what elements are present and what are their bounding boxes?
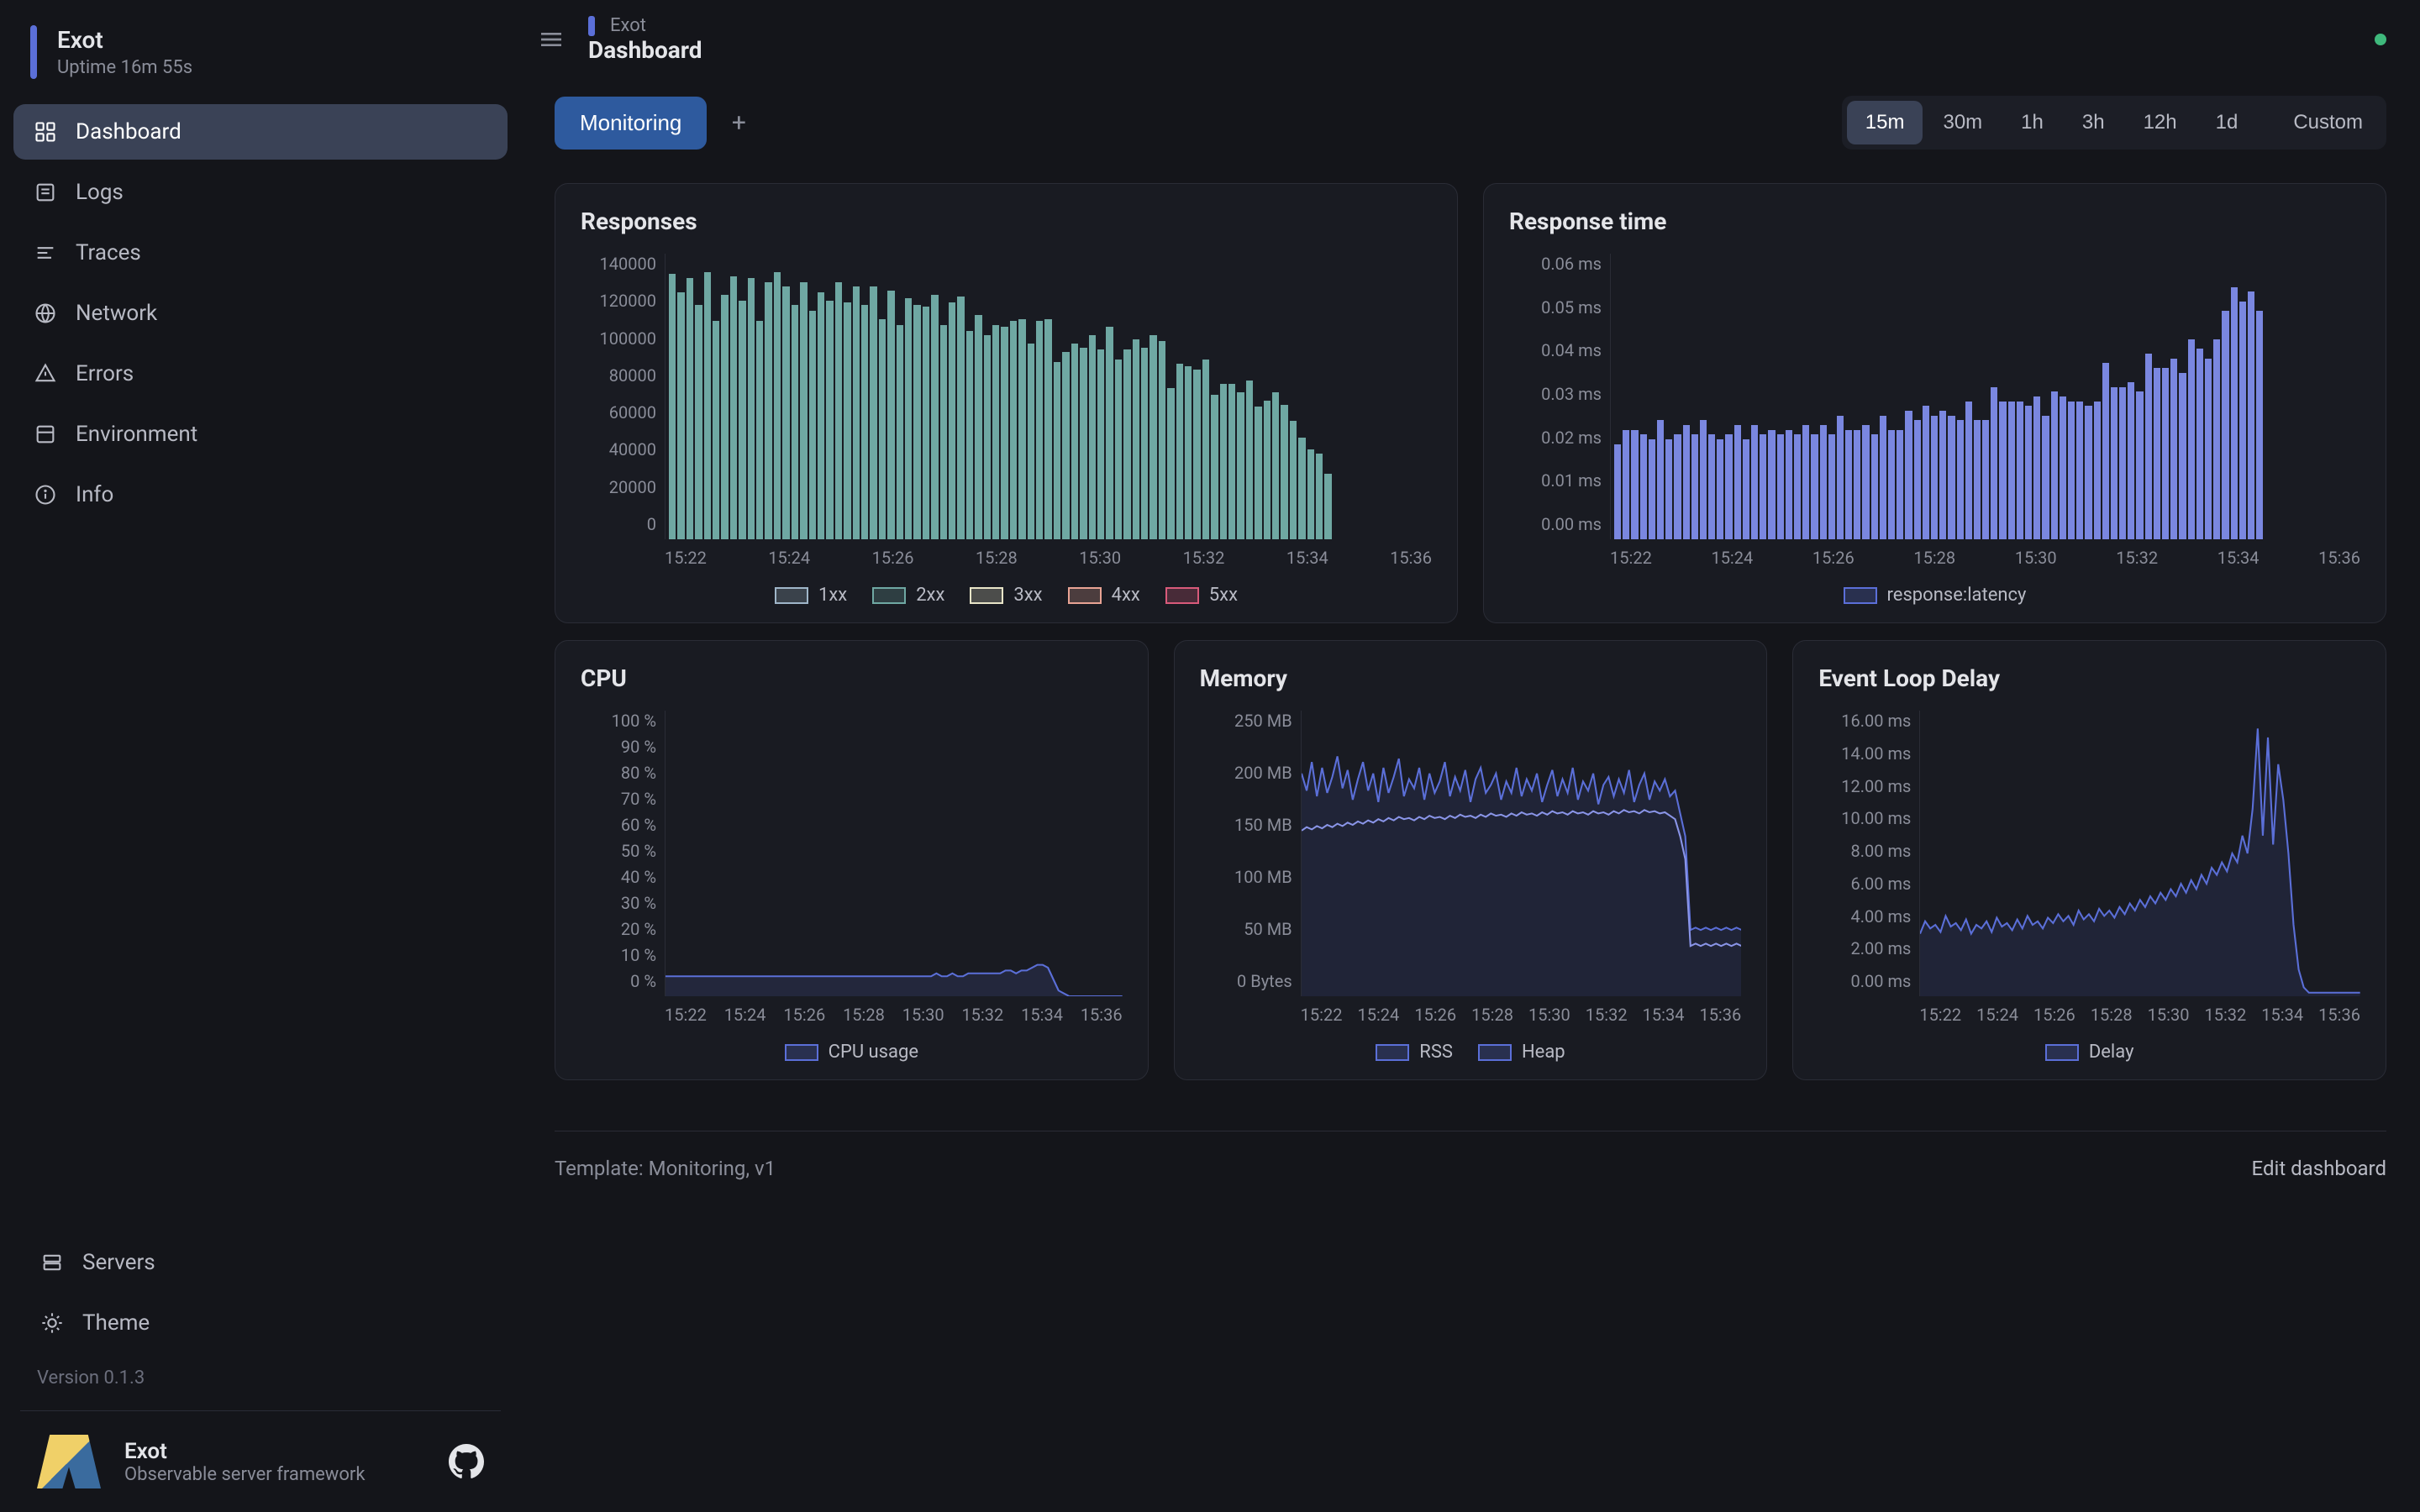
env-icon — [34, 423, 57, 446]
brand-name: Exot — [124, 1439, 366, 1464]
rt-legend: response:latency — [1509, 585, 2360, 606]
cpu-y-axis: 100 %90 %80 %70 %60 %50 %40 %30 %20 %10 … — [581, 711, 656, 991]
mem-plot — [1301, 711, 1742, 996]
sidebar-item-logs[interactable]: Logs — [13, 165, 508, 220]
add-tab-button[interactable]: + — [725, 109, 752, 136]
sidebar-item-servers[interactable]: Servers — [20, 1235, 501, 1290]
responses-legend: 1xx 2xx 3xx 4xx 5xx — [581, 585, 1432, 606]
sidebar-item-info[interactable]: Info — [13, 467, 508, 522]
legend-item: response:latency — [1844, 585, 2027, 606]
panel-memory: Memory 250 MB200 MB150 MB100 MB50 MB0 By… — [1174, 640, 1768, 1080]
time-range-1d[interactable]: 1d — [2197, 101, 2257, 144]
el-y-axis: 16.00 ms14.00 ms12.00 ms10.00 ms8.00 ms6… — [1818, 711, 1911, 991]
servers-icon — [40, 1251, 64, 1274]
uptime-text: Uptime 16m 55s — [57, 57, 192, 78]
legend-item: CPU usage — [785, 1042, 918, 1063]
cpu-legend: CPU usage — [581, 1042, 1123, 1063]
panel-title-eventloop: Event Loop Delay — [1818, 664, 2360, 692]
tab-monitoring[interactable]: Monitoring — [555, 97, 707, 150]
sidebar-item-label: Theme — [82, 1310, 150, 1336]
sidebar-item-label: Logs — [76, 180, 124, 205]
sidebar-item-label: Dashboard — [76, 119, 182, 144]
logs-icon — [34, 181, 57, 204]
topbar: Exot Dashboard — [521, 0, 2420, 79]
panel-response-time: Response time 0.06 ms0.05 ms0.04 ms0.03 … — [1483, 183, 2386, 623]
panel-responses: Responses 140000120000100000800006000040… — [555, 183, 1458, 623]
sidebar-item-errors[interactable]: Errors — [13, 346, 508, 402]
sidebar-item-label: Environment — [76, 422, 197, 447]
status-indicator-icon — [2375, 34, 2386, 45]
app-name: Exot — [57, 26, 192, 54]
sidebar-item-dashboard[interactable]: Dashboard — [13, 104, 508, 160]
edit-dashboard-link[interactable]: Edit dashboard — [2252, 1157, 2386, 1180]
traces-icon — [34, 241, 57, 265]
menu-toggle-icon[interactable] — [538, 26, 565, 53]
panel-title-memory: Memory — [1200, 664, 1742, 692]
sidebar-item-label: Errors — [76, 361, 134, 386]
sidebar-item-traces[interactable]: Traces — [13, 225, 508, 281]
mem-legend: RSS Heap — [1200, 1042, 1742, 1063]
time-range-12h[interactable]: 12h — [2125, 101, 2196, 144]
el-x-axis: 15:2215:2415:2615:2815:3015:3215:3415:36 — [1919, 1005, 2360, 1025]
legend-item: Heap — [1478, 1042, 1565, 1063]
sidebar-item-label: Network — [76, 301, 157, 326]
rt-plot — [1610, 254, 2360, 539]
sidebar-accent — [30, 25, 37, 79]
time-range-1h[interactable]: 1h — [2002, 101, 2062, 144]
legend-item: 1xx — [775, 585, 847, 606]
legend-item: 5xx — [1165, 585, 1238, 606]
mem-x-axis: 15:2215:2415:2615:2815:3015:3215:3415:36 — [1301, 1005, 1742, 1025]
time-range-15m[interactable]: 15m — [1847, 101, 1923, 144]
toolbar: Monitoring + 15m30m1h3h12h1d Custom — [521, 79, 2420, 158]
rt-x-axis: 15:2215:2415:2615:2815:3015:3215:3415:36 — [1610, 548, 2360, 568]
el-legend: Delay — [1818, 1042, 2360, 1063]
panel-title-cpu: CPU — [581, 664, 1123, 692]
breadcrumb-accent — [588, 16, 595, 36]
cpu-plot — [665, 711, 1123, 996]
legend-item: 4xx — [1068, 585, 1140, 606]
errors-icon — [34, 362, 57, 386]
panel-title-responses: Responses — [581, 207, 1432, 235]
sidebar-item-label: Servers — [82, 1250, 155, 1275]
mem-y-axis: 250 MB200 MB150 MB100 MB50 MB0 Bytes — [1200, 711, 1292, 991]
network-icon — [34, 302, 57, 325]
panel-title-response-time: Response time — [1509, 207, 2360, 235]
responses-x-axis: 15:2215:2415:2615:2815:3015:3215:3415:36 — [665, 548, 1432, 568]
github-icon[interactable] — [449, 1444, 484, 1479]
template-label: Template: Monitoring, v1 — [555, 1157, 776, 1180]
legend-item: 3xx — [970, 585, 1042, 606]
panel-eventloop: Event Loop Delay 16.00 ms14.00 ms12.00 m… — [1792, 640, 2386, 1080]
time-range-3h[interactable]: 3h — [2064, 101, 2123, 144]
time-range-custom[interactable]: Custom — [2275, 101, 2381, 144]
cpu-x-axis: 15:2215:2415:2615:2815:3015:3215:3415:36 — [665, 1005, 1123, 1025]
sidebar-item-label: Info — [76, 482, 113, 507]
info-icon — [34, 483, 57, 507]
theme-icon — [40, 1311, 64, 1335]
el-plot — [1919, 711, 2360, 996]
sidebar-item-environment[interactable]: Environment — [13, 407, 508, 462]
legend-item: Delay — [2045, 1042, 2134, 1063]
panel-cpu: CPU 100 %90 %80 %70 %60 %50 %40 %30 %20 … — [555, 640, 1149, 1080]
brand-subtitle: Observable server framework — [124, 1464, 366, 1485]
version-text: Version 0.1.3 — [20, 1356, 501, 1400]
time-range-selector: 15m30m1h3h12h1d Custom — [1842, 96, 2386, 150]
responses-plot — [665, 254, 1432, 539]
responses-y-axis: 140000120000100000800006000040000200000 — [581, 254, 656, 534]
sidebar-nav: Dashboard Logs Traces Network Errors Environm… — [13, 104, 508, 1235]
time-range-30m[interactable]: 30m — [1924, 101, 2001, 144]
footer-brand: Exot Observable server framework — [20, 1410, 501, 1512]
dashboard-icon — [34, 120, 57, 144]
rt-y-axis: 0.06 ms0.05 ms0.04 ms0.03 ms0.02 ms0.01 … — [1509, 254, 1602, 534]
footer-row: Template: Monitoring, v1 Edit dashboard — [555, 1131, 2386, 1205]
legend-item: 2xx — [872, 585, 944, 606]
sidebar-item-label: Traces — [76, 240, 141, 265]
sidebar-item-network[interactable]: Network — [13, 286, 508, 341]
legend-item: RSS — [1376, 1042, 1453, 1063]
page-title: Dashboard — [588, 36, 702, 64]
breadcrumb-parent: Exot — [610, 15, 646, 36]
brand-logo-icon — [37, 1435, 101, 1488]
sidebar-item-theme[interactable]: Theme — [20, 1295, 501, 1351]
